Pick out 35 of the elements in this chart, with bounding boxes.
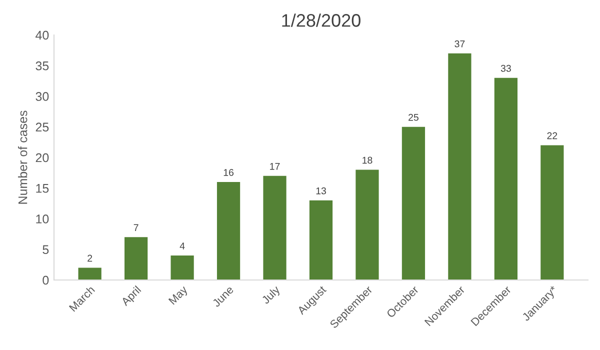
bar (216, 182, 240, 280)
data-label: 17 (270, 163, 280, 170)
data-label: 22 (547, 132, 558, 140)
y-tick-label: 40 (36, 30, 49, 40)
x-tick-label: July (260, 284, 282, 306)
data-label: 25 (408, 114, 418, 121)
x-tick-label: May (168, 285, 190, 306)
bar (263, 176, 286, 280)
data-label: 2 (88, 254, 92, 262)
bar (78, 268, 102, 280)
data-label: 33 (500, 64, 511, 72)
data-label: 18 (362, 156, 372, 164)
y-tick-label: 25 (36, 122, 49, 132)
bar (402, 126, 426, 280)
y-tick-label: 30 (36, 92, 49, 101)
bar (309, 200, 333, 280)
y-tick-label: 0 (42, 276, 49, 285)
y-tick-label: 35 (36, 61, 49, 70)
y-tick-label: 15 (36, 184, 49, 193)
data-label: 4 (180, 242, 185, 250)
bar (540, 145, 564, 280)
data-label: 7 (134, 224, 138, 231)
data-label: 37 (454, 40, 465, 48)
bar (494, 78, 518, 280)
bar (170, 256, 194, 280)
bar (124, 237, 148, 280)
data-label: 16 (224, 169, 234, 176)
bar (448, 53, 472, 280)
y-tick-label: 20 (36, 153, 49, 162)
chart-title: 1/28/2020 (282, 14, 360, 27)
y-axis-title: Number of cases (18, 110, 28, 204)
data-label: 13 (316, 187, 326, 194)
y-tick-label: 10 (36, 214, 49, 224)
bar (356, 170, 379, 280)
y-tick-label: 5 (42, 245, 49, 254)
